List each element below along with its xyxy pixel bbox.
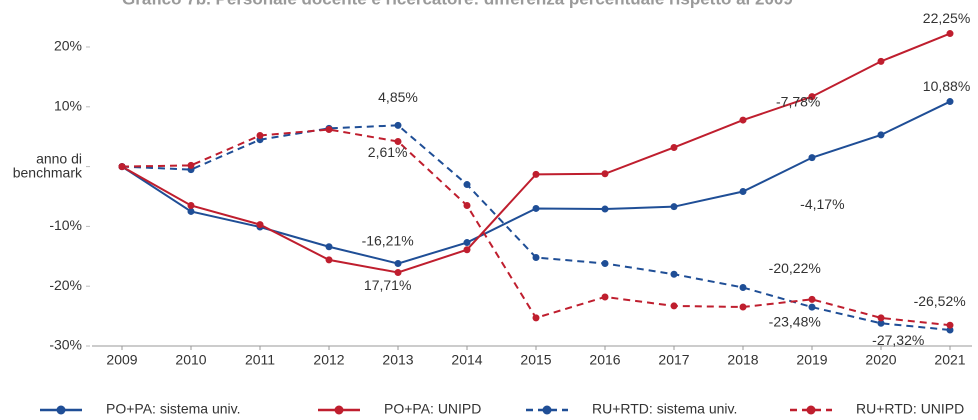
line <box>121 124 951 331</box>
legend-label: RU+RTD: UNIPD <box>856 401 964 417</box>
point <box>325 256 333 264</box>
annotation: -27,32% <box>872 332 924 348</box>
point <box>532 170 540 178</box>
legend-label: PO+PA: sistema univ. <box>106 401 240 417</box>
legend-marker <box>806 405 816 415</box>
point <box>256 221 264 229</box>
point <box>532 253 540 261</box>
annotation: -4,17% <box>800 196 844 212</box>
point <box>394 137 402 145</box>
annotation: -23,48% <box>769 313 821 329</box>
x-tick-label: 2014 <box>451 352 482 368</box>
point <box>256 132 264 140</box>
y-tick-label: -10% <box>49 217 82 233</box>
point <box>463 246 471 254</box>
x-tick-label: 2015 <box>520 352 551 368</box>
point <box>877 57 885 65</box>
legend-marker <box>56 405 66 415</box>
point <box>808 295 816 303</box>
point <box>325 243 333 251</box>
point <box>601 259 609 267</box>
point <box>739 284 747 292</box>
x-tick-label: 2009 <box>106 352 137 368</box>
point <box>532 314 540 322</box>
annotation: -20,22% <box>769 260 821 276</box>
point <box>601 293 609 301</box>
point <box>946 321 954 329</box>
y-tick-label: -20% <box>49 277 82 293</box>
x-tick-label: 2017 <box>658 352 689 368</box>
annotation: -16,21% <box>362 233 414 249</box>
legend-marker <box>542 405 552 415</box>
point <box>808 154 816 162</box>
point <box>670 302 678 310</box>
point <box>325 126 333 134</box>
annotation: 22,25% <box>923 10 970 26</box>
annotation: -7,78% <box>776 93 820 109</box>
y-tick-label: 20% <box>54 38 82 54</box>
y-tick-label-line: anno di <box>36 150 82 166</box>
point <box>739 303 747 311</box>
point <box>739 188 747 196</box>
legend-label: PO+PA: UNIPD <box>384 401 481 417</box>
x-tick-label: 2011 <box>245 352 275 368</box>
point <box>532 204 540 212</box>
point <box>601 205 609 213</box>
y-tick-label: anno di benchmark <box>13 150 83 180</box>
point <box>739 116 747 124</box>
annotation: 2,61% <box>368 144 408 160</box>
point <box>808 93 816 101</box>
annotation: -26,52% <box>914 293 966 309</box>
point <box>118 163 126 171</box>
x-tick-label: 2016 <box>589 352 620 368</box>
line <box>121 128 951 327</box>
x-tick-label: 2021 <box>934 352 965 368</box>
chart-title: Grafico 7b. Personale docente e ricercat… <box>122 0 793 8</box>
point <box>877 131 885 139</box>
legend-label: RU+RTD: sistema univ. <box>592 401 737 417</box>
y-tick-label-line: benchmark <box>13 164 83 180</box>
x-tick-label: 2019 <box>796 352 827 368</box>
annotation: 4,85% <box>378 89 418 105</box>
point <box>463 201 471 209</box>
point <box>187 201 195 209</box>
annotation: 17,71% <box>364 277 411 293</box>
x-tick-label: 2018 <box>727 352 758 368</box>
point <box>670 143 678 151</box>
x-tick-label: 2020 <box>865 352 896 368</box>
point <box>946 30 954 38</box>
x-tick-label: 2013 <box>382 352 413 368</box>
point <box>808 303 816 311</box>
x-tick-label: 2012 <box>313 352 344 368</box>
point <box>187 161 195 169</box>
line <box>121 100 951 265</box>
point <box>877 319 885 327</box>
point <box>394 260 402 268</box>
point <box>187 207 195 215</box>
x-tick-label: 2010 <box>175 352 206 368</box>
y-tick-label: -30% <box>49 337 82 353</box>
point <box>946 326 954 334</box>
y-tick-label: 10% <box>54 98 82 114</box>
legend-marker <box>334 405 344 415</box>
point <box>670 270 678 278</box>
point <box>394 121 402 129</box>
point <box>394 269 402 277</box>
annotation: 10,88% <box>923 78 970 94</box>
point <box>946 98 954 106</box>
point <box>670 203 678 211</box>
point <box>463 181 471 189</box>
point <box>601 170 609 178</box>
point <box>877 314 885 322</box>
point <box>463 239 471 247</box>
